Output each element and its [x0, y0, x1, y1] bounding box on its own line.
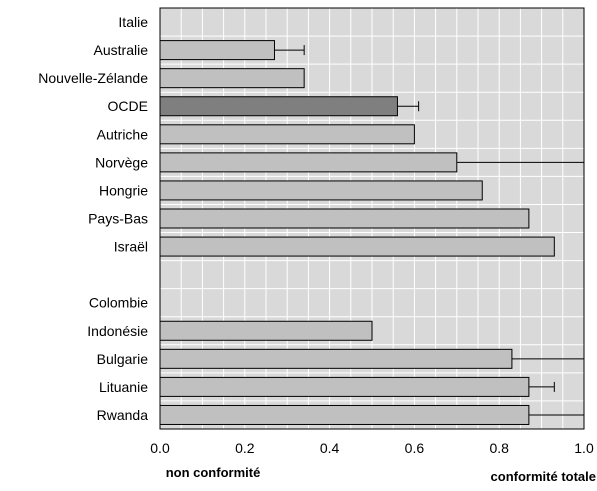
category-label: Hongrie — [99, 182, 148, 198]
category-label: Norvège — [95, 154, 148, 170]
category-label-layer: Italie Australie Nouvelle-Zélande OCDE Autri… — [38, 14, 148, 423]
category-label: Autriche — [97, 126, 149, 142]
bar — [159, 404, 530, 425]
x-tick-label: 1.0 — [574, 440, 594, 456]
category-label: Lituanie — [99, 379, 148, 395]
category-label: Italie — [118, 14, 148, 30]
plot-border — [159, 7, 585, 430]
x-tick-label: 0.6 — [405, 440, 425, 456]
error-bar-layer — [274, 45, 584, 416]
category-label: Israël — [114, 239, 148, 255]
category-label: Bulgarie — [97, 351, 149, 367]
bar — [159, 124, 415, 145]
bar — [159, 96, 398, 117]
bar — [159, 320, 373, 341]
x-tick-label: 0.8 — [489, 440, 509, 456]
category-label: Indonésie — [87, 323, 148, 339]
bar-layer — [159, 40, 555, 425]
x-tick-layer: 0.0 0.2 0.4 0.6 0.8 1.0 — [150, 440, 594, 456]
axis-note-left: non conformité — [166, 465, 261, 480]
category-label: Australie — [94, 42, 149, 58]
axis-note-right: conformité totale — [491, 469, 596, 484]
x-tick-label: 0.0 — [150, 440, 170, 456]
bar — [159, 68, 305, 89]
bar — [159, 208, 530, 229]
x-tick-label: 0.4 — [320, 440, 340, 456]
category-label: Rwanda — [97, 407, 149, 423]
category-label: Pays-Bas — [88, 211, 148, 227]
category-label: OCDE — [108, 98, 148, 114]
category-label: Nouvelle-Zélande — [38, 70, 148, 86]
bar — [159, 152, 458, 173]
bar — [159, 180, 483, 201]
x-tick-label: 0.2 — [235, 440, 255, 456]
bar — [159, 376, 530, 397]
bar — [159, 236, 555, 257]
bar — [159, 40, 275, 61]
bar — [159, 348, 513, 369]
category-label: Colombie — [89, 295, 148, 311]
